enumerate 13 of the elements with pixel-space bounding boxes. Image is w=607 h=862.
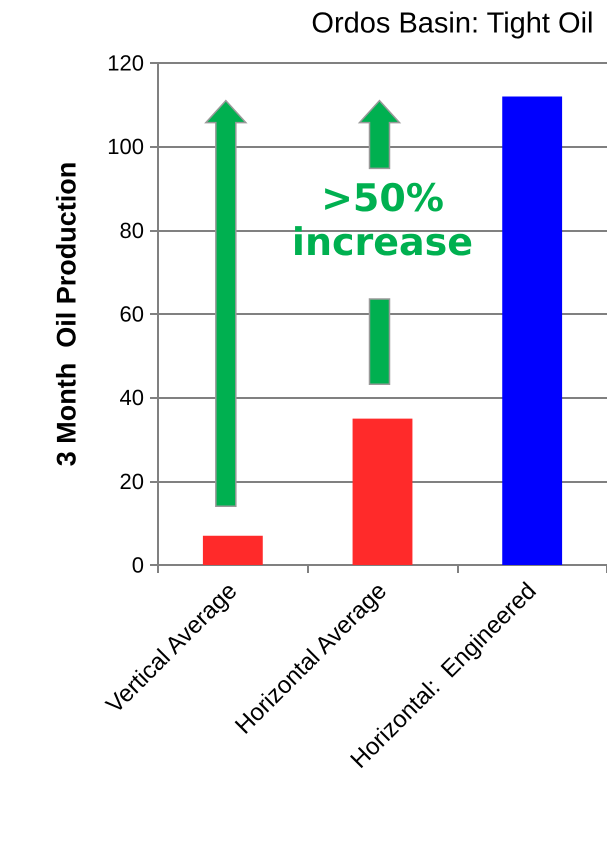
- y-tick-label: 0: [132, 552, 144, 578]
- y-axis-title: 3 Month Oil Production: [52, 162, 82, 466]
- annotation: >50% increase: [290, 176, 474, 264]
- bar: [502, 96, 562, 565]
- y-tick-label: 40: [120, 385, 144, 410]
- bar: [352, 418, 412, 565]
- chart-title: Ordos Basin: Tight Oil: [311, 8, 594, 40]
- y-tick-label: 20: [120, 468, 144, 494]
- bar: [202, 536, 263, 565]
- y-tick-label: 100: [107, 134, 144, 160]
- y-tick-label: 120: [107, 50, 144, 76]
- y-tick-label: 60: [120, 302, 144, 326]
- y-tick-label: 80: [120, 218, 144, 243]
